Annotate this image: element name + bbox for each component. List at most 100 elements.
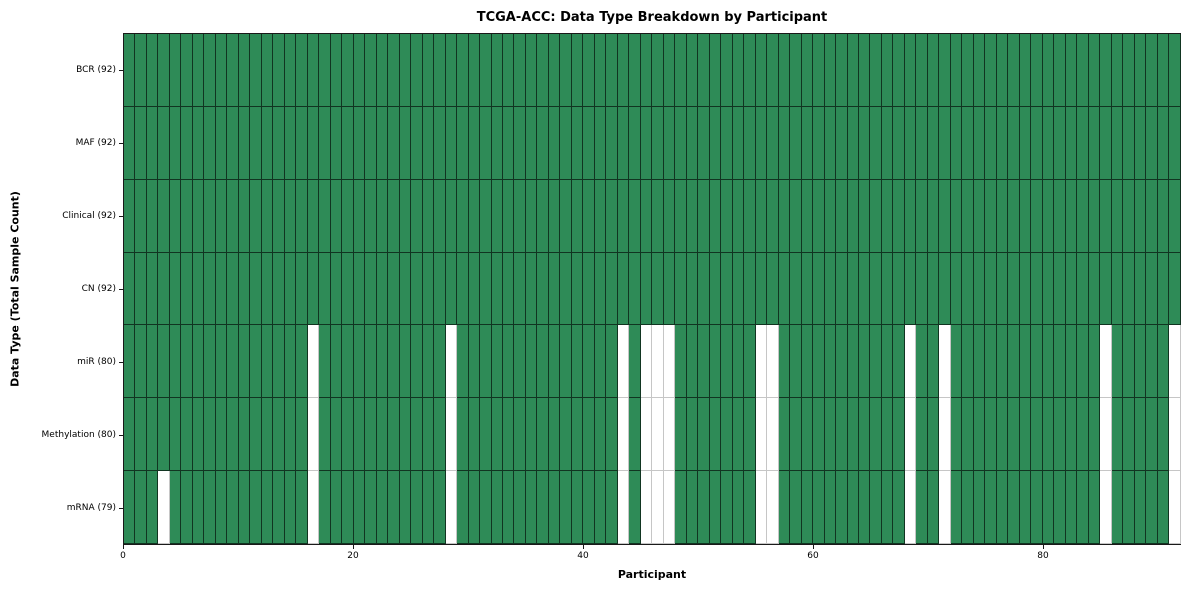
matrix-cell [755,471,768,545]
matrix-cell [744,179,756,253]
matrix-cell [238,252,251,326]
matrix-cell [319,34,331,107]
matrix-cell [571,398,584,472]
matrix-cell [388,252,400,326]
matrix-cell [204,471,216,545]
matrix-cell [124,106,136,180]
matrix-cell [215,471,228,545]
matrix-cell [353,471,366,545]
matrix-cell [1031,252,1043,326]
matrix-cell [836,325,848,399]
matrix-cell [1042,34,1055,107]
matrix-cell [594,471,607,545]
matrix-cell [342,34,354,107]
matrix-cell [790,34,802,107]
matrix-cell [870,325,882,399]
matrix-cell [1008,252,1020,326]
matrix-cell [859,252,871,326]
matrix-cell [238,106,251,180]
matrix-cell [950,471,963,545]
matrix-cell [227,34,239,107]
y-tick-mark [119,215,123,217]
matrix-cell [813,471,825,545]
matrix-cell [1088,106,1101,180]
matrix-cell [755,179,768,253]
matrix-cell [376,179,389,253]
matrix-cell [273,252,285,326]
matrix-cell [457,471,469,545]
matrix-cell [365,398,377,472]
matrix-cell [721,471,733,545]
matrix-cell [617,34,630,107]
matrix-cell [353,252,366,326]
matrix-cell [192,179,205,253]
matrix-cell [491,471,503,545]
matrix-cell [698,106,710,180]
matrix-cell [1065,252,1078,326]
matrix-cell [480,34,492,107]
matrix-cell [583,252,595,326]
matrix-cell [962,471,974,545]
matrix-cell [388,471,400,545]
matrix-cell [916,106,928,180]
matrix-cell [640,179,653,253]
x-tick-mark [583,545,584,549]
matrix-cell [1123,106,1135,180]
matrix-cell [778,106,791,180]
matrix-cell [973,471,986,545]
matrix-cell [502,106,515,180]
matrix-cell [457,325,469,399]
matrix-cell [502,325,515,399]
matrix-cell [629,106,641,180]
matrix-cell [319,252,331,326]
matrix-cell [962,179,974,253]
matrix-cell [790,325,802,399]
matrix-cell [158,106,170,180]
matrix-cell [330,325,343,399]
matrix-cell [1031,34,1043,107]
matrix-cell [548,106,561,180]
matrix-cell [330,34,343,107]
matrix-cell [135,398,147,472]
matrix-cell [640,252,653,326]
matrix-cell [342,471,354,545]
matrix-cell [594,106,607,180]
matrix-cell [617,398,630,472]
matrix-cell [1065,106,1078,180]
matrix-cell [468,325,481,399]
matrix-cell [1065,179,1078,253]
matrix-cell [1123,398,1135,472]
matrix-cell [1054,325,1066,399]
matrix-cell [790,179,802,253]
matrix-cell [985,179,997,253]
matrix-cell [663,106,676,180]
matrix-cell [192,398,205,472]
heatmap-row-CN [124,252,1181,326]
matrix-cell [698,471,710,545]
matrix-cell [962,398,974,472]
y-tick-mark [119,362,123,364]
matrix-cell [491,325,503,399]
matrix-cell [1157,398,1170,472]
matrix-cell [146,471,159,545]
matrix-cell [411,398,423,472]
matrix-cell [813,252,825,326]
matrix-cell [204,398,216,472]
matrix-cell [927,325,940,399]
matrix-cell [238,34,251,107]
matrix-cell [583,106,595,180]
matrix-cell [284,34,297,107]
matrix-cell [790,106,802,180]
matrix-cell [135,471,147,545]
matrix-cell [261,325,274,399]
matrix-cell [1100,471,1112,545]
matrix-cell [778,179,791,253]
matrix-cell [1019,471,1032,545]
matrix-cell [388,179,400,253]
matrix-cell [721,34,733,107]
matrix-cell [204,34,216,107]
matrix-cell [893,398,905,472]
matrix-cell [158,252,170,326]
matrix-cell [146,325,159,399]
